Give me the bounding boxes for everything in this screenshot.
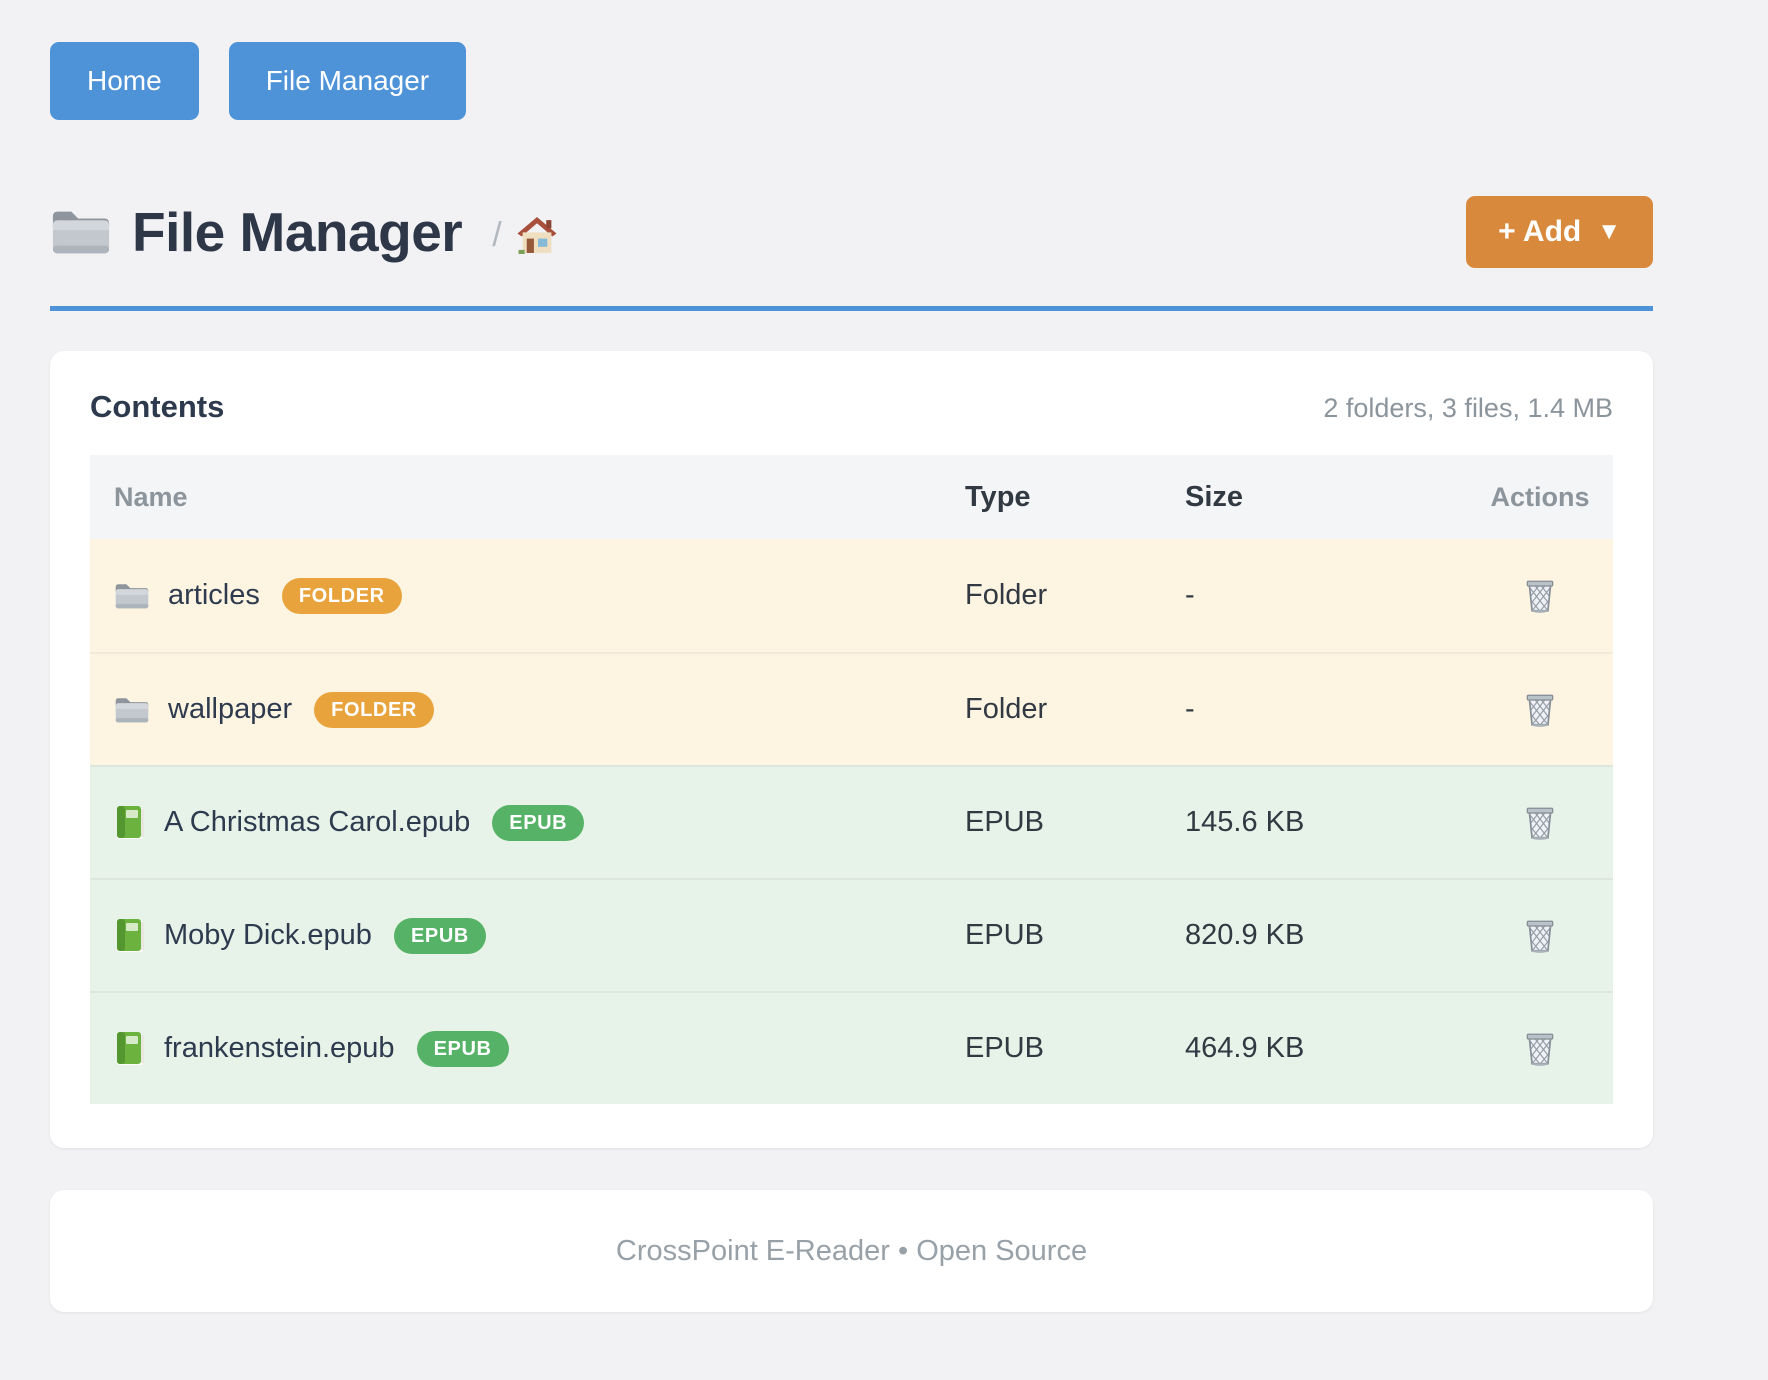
- delete-button[interactable]: [1519, 800, 1561, 846]
- breadcrumb: /: [492, 216, 501, 255]
- page: Home File Manager File Manager / + Add ▼…: [50, 0, 1653, 1312]
- contents-summary: 2 folders, 3 files, 1.4 MB: [1323, 393, 1613, 424]
- home-button[interactable]: Home: [50, 42, 199, 120]
- breadcrumb-home-link[interactable]: [516, 206, 558, 259]
- contents-card: Contents 2 folders, 3 files, 1.4 MB Name…: [50, 351, 1653, 1148]
- file-name-link[interactable]: Moby Dick.epub: [164, 919, 372, 952]
- delete-button[interactable]: [1519, 1026, 1561, 1072]
- file-type: EPUB: [965, 1032, 1185, 1065]
- table-body: articles FOLDER Folder - wallpaper FOLDE…: [90, 539, 1613, 1104]
- file-type: EPUB: [965, 919, 1185, 952]
- folder-icon: [114, 695, 150, 725]
- page-header: File Manager / + Add ▼: [50, 196, 1653, 268]
- column-header-size: Size: [1185, 481, 1467, 514]
- file-manager-button[interactable]: File Manager: [229, 42, 466, 120]
- file-name-link[interactable]: A Christmas Carol.epub: [164, 806, 470, 839]
- column-header-type: Type: [965, 481, 1185, 514]
- file-size: 464.9 KB: [1185, 1032, 1467, 1065]
- file-size: -: [1185, 579, 1467, 612]
- file-table: Name Type Size Actions articles FOLDER F…: [90, 455, 1613, 1104]
- delete-button[interactable]: [1519, 573, 1561, 619]
- header-divider: [50, 306, 1653, 311]
- file-name-link[interactable]: frankenstein.epub: [164, 1032, 395, 1065]
- top-nav: Home File Manager: [50, 0, 1653, 120]
- delete-button[interactable]: [1519, 913, 1561, 959]
- table-row: wallpaper FOLDER Folder -: [90, 652, 1613, 765]
- table-header-row: Name Type Size Actions: [90, 455, 1613, 539]
- book-icon: [114, 1031, 146, 1067]
- add-button-label: + Add: [1498, 217, 1581, 247]
- table-row: articles FOLDER Folder -: [90, 539, 1613, 652]
- file-name-link[interactable]: articles: [168, 579, 260, 612]
- trash-icon: [1523, 1030, 1557, 1068]
- page-title: File Manager: [132, 200, 462, 264]
- file-type: Folder: [965, 693, 1185, 726]
- footer: CrossPoint E-Reader • Open Source: [50, 1190, 1653, 1312]
- file-size: 820.9 KB: [1185, 919, 1467, 952]
- column-header-name: Name: [90, 482, 965, 513]
- file-type: EPUB: [965, 806, 1185, 839]
- contents-title: Contents: [90, 389, 224, 425]
- trash-icon: [1523, 577, 1557, 615]
- chevron-down-icon: ▼: [1597, 220, 1621, 244]
- folder-icon: [114, 581, 150, 611]
- trash-icon: [1523, 691, 1557, 729]
- file-badge: FOLDER: [282, 578, 402, 614]
- add-button[interactable]: + Add ▼: [1466, 196, 1653, 268]
- table-row: frankenstein.epub EPUB EPUB 464.9 KB: [90, 991, 1613, 1104]
- file-badge: EPUB: [492, 805, 584, 841]
- trash-icon: [1523, 804, 1557, 842]
- folder-icon: [50, 206, 112, 258]
- file-badge: EPUB: [417, 1031, 509, 1067]
- home-icon: [516, 216, 558, 254]
- trash-icon: [1523, 917, 1557, 955]
- column-header-actions: Actions: [1467, 482, 1613, 513]
- file-badge: EPUB: [394, 918, 486, 954]
- file-name-link[interactable]: wallpaper: [168, 693, 292, 726]
- book-icon: [114, 805, 146, 841]
- table-row: A Christmas Carol.epub EPUB EPUB 145.6 K…: [90, 765, 1613, 878]
- file-size: -: [1185, 693, 1467, 726]
- table-row: Moby Dick.epub EPUB EPUB 820.9 KB: [90, 878, 1613, 991]
- footer-text: CrossPoint E-Reader • Open Source: [616, 1235, 1087, 1268]
- file-type: Folder: [965, 579, 1185, 612]
- file-badge: FOLDER: [314, 692, 434, 728]
- book-icon: [114, 918, 146, 954]
- delete-button[interactable]: [1519, 687, 1561, 733]
- file-size: 145.6 KB: [1185, 806, 1467, 839]
